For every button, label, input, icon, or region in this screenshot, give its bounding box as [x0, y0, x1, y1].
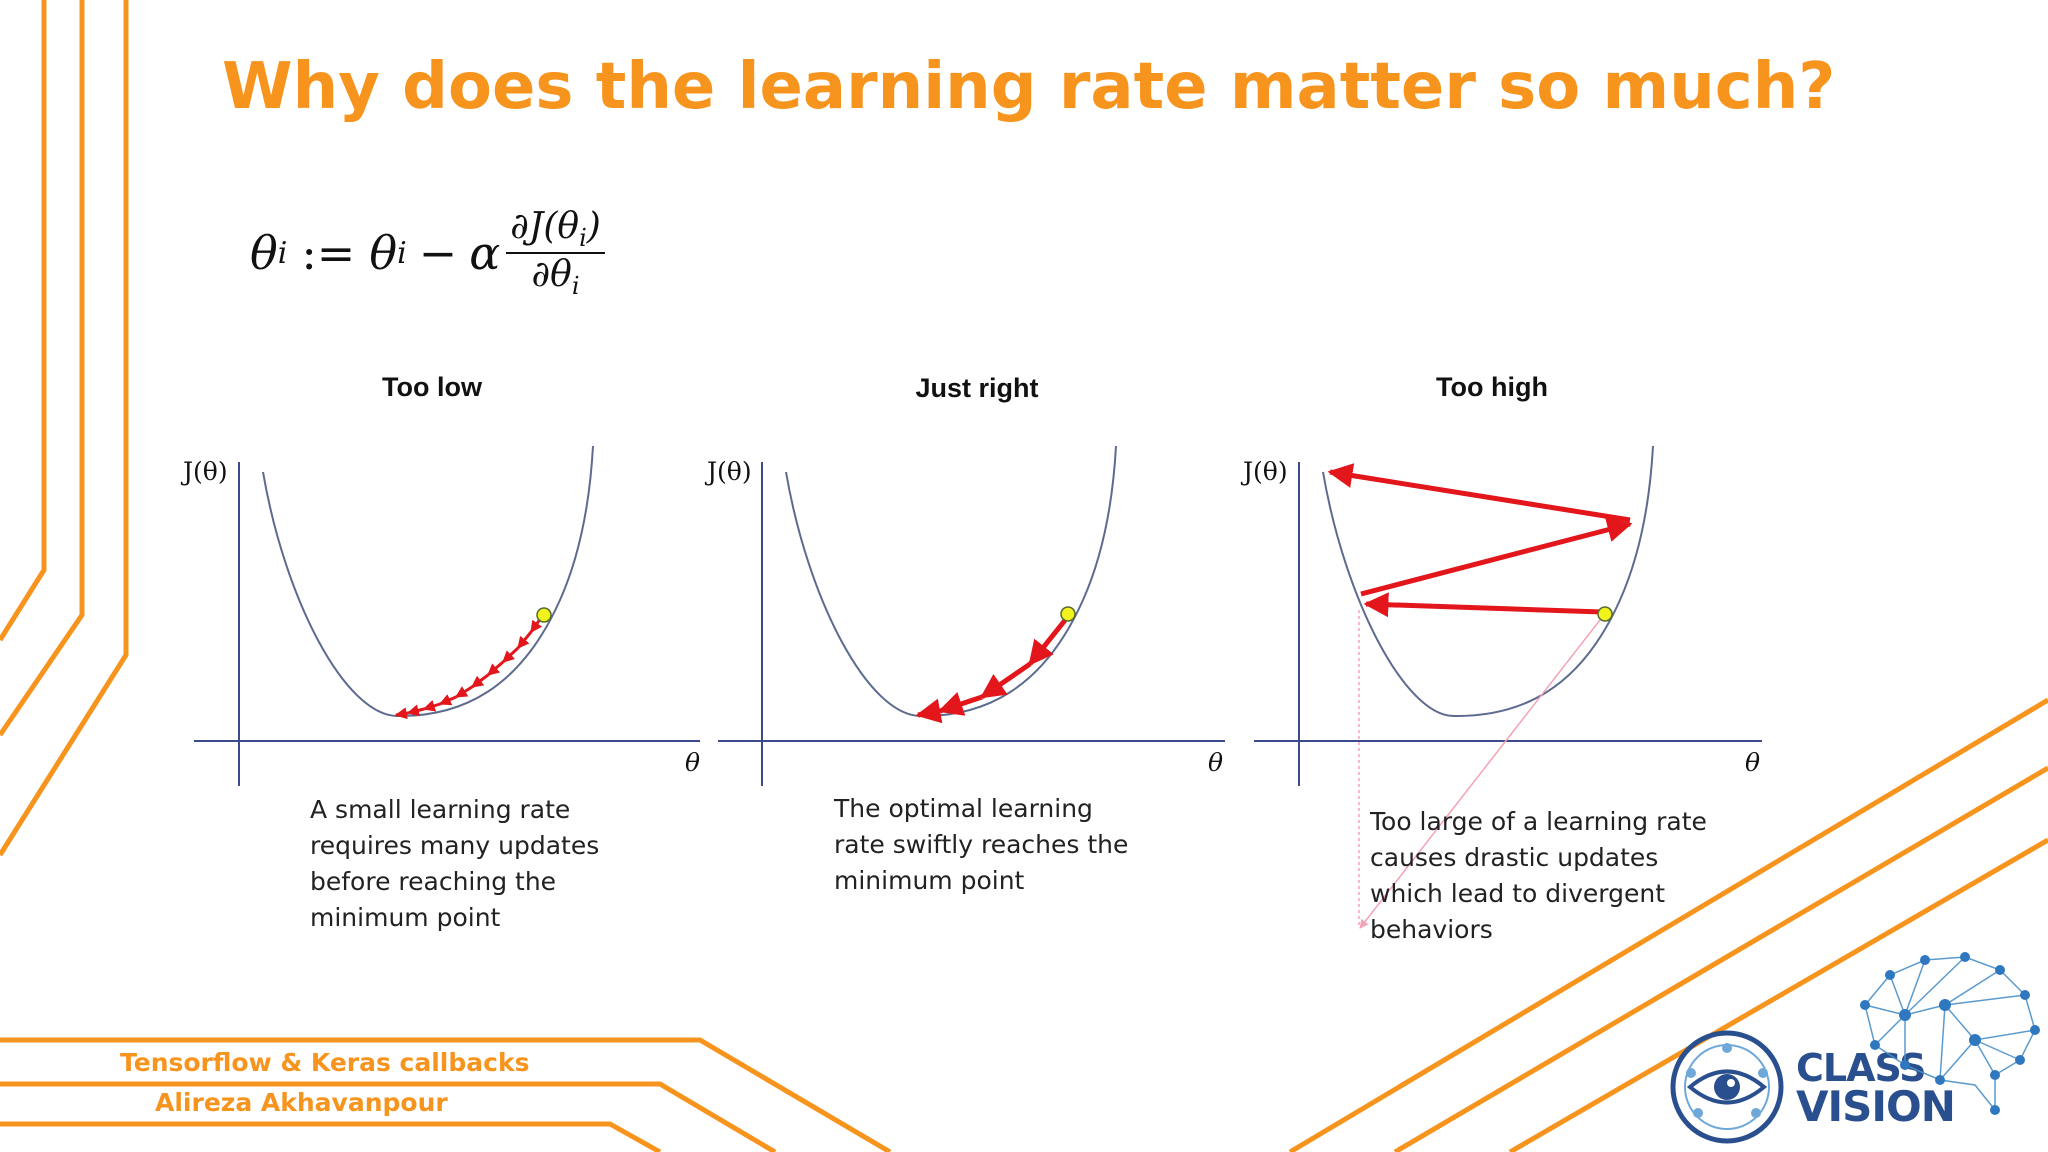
optimal-step-arrow — [915, 698, 943, 724]
graph-just-right-start-point — [1060, 606, 1076, 622]
graph-too-high — [1254, 445, 1762, 929]
caption-line: requires many updates — [310, 831, 600, 860]
formula-alpha: α — [469, 226, 501, 280]
graph-too-low-cost-curve — [262, 445, 594, 718]
graph-too-high-cost-curve — [1322, 445, 1654, 718]
divergent-step-arrow — [1327, 463, 1631, 523]
graph-too-low-step-arrows — [394, 614, 545, 720]
formula-theta-rhs: θ — [369, 226, 398, 280]
formula-fraction: ∂J(θi) ∂θi — [506, 206, 605, 300]
formula-denominator-subscript: i — [571, 272, 580, 300]
graph-too-low — [194, 445, 700, 786]
graph-too-high-pink-guides — [1358, 610, 1601, 929]
footer-line-top — [0, 1037, 892, 1152]
formula-denominator: ∂θi — [528, 254, 584, 300]
slide-title: Why does the learning rate matter so muc… — [222, 50, 1836, 124]
graph-too-high-step-arrows — [1327, 463, 1633, 618]
brain-network-icon — [1860, 952, 2040, 1115]
divergent-step-arrow — [1363, 592, 1603, 618]
pink-guide-line — [1359, 619, 1601, 929]
small-step-arrow — [394, 707, 409, 720]
panel-just-right-xlabel: θ — [1208, 748, 1224, 777]
small-step-arrow — [487, 660, 504, 677]
class-vision-eye-logo-icon — [1670, 1030, 1784, 1144]
caption-too-low: A small learning rate requires many upda… — [310, 792, 599, 936]
graph-too-high-start-point — [1597, 606, 1613, 622]
footer-author: Alireza Akhavanpour — [155, 1088, 448, 1117]
panel-too-high-xlabel: θ — [1745, 748, 1761, 777]
caption-just-right: The optimal learning rate swiftly reache… — [834, 791, 1128, 899]
left-frame-line-middle — [0, 0, 85, 737]
caption-line: behaviors — [1370, 915, 1493, 944]
formula-numerator-close: ) — [586, 206, 601, 247]
footer-line-middle — [0, 1081, 777, 1152]
caption-line: before reaching the — [310, 867, 557, 896]
optimal-step-arrow — [937, 692, 983, 716]
small-step-arrow — [438, 694, 457, 706]
formula-theta-lhs: θ — [250, 226, 278, 280]
formula-numerator: ∂J(θi) — [506, 206, 605, 254]
right-diagonal-line-2 — [1393, 765, 2048, 1152]
panel-too-low-ylabel: J(θ) — [183, 457, 228, 486]
left-frame-line-outer — [0, 0, 129, 857]
caption-line: minimum point — [310, 903, 501, 932]
formula-lhs-subscript: i — [277, 235, 288, 271]
right-diagonal-line-3 — [1508, 837, 2048, 1152]
footer-line-bottom — [0, 1121, 662, 1152]
graph-just-right-step-arrows — [915, 617, 1068, 724]
optimal-step-arrow — [979, 661, 1032, 700]
left-frame-line-inner — [0, 0, 47, 642]
panel-too-low-xlabel: θ — [685, 748, 701, 777]
small-step-arrow — [516, 631, 533, 649]
panel-title-too-high: Too high — [1436, 372, 1548, 402]
formula-numerator-subscript: i — [579, 224, 587, 252]
small-step-arrow — [501, 646, 520, 664]
panel-too-high-ylabel: J(θ) — [1243, 457, 1288, 486]
footer-course-title: Tensorflow & Keras callbacks — [120, 1048, 530, 1077]
caption-line: Too large of a learning rate — [1370, 807, 1707, 836]
caption-too-high: Too large of a learning rate causes dras… — [1370, 804, 1707, 948]
caption-line: rate swiftly reaches the — [834, 830, 1129, 859]
right-diagonal-line-1 — [1288, 697, 2048, 1152]
formula-numerator-text: ∂J(θ — [510, 206, 580, 247]
logo-text-vision: VISION — [1796, 1082, 1956, 1131]
caption-line: The optimal learning — [834, 794, 1093, 823]
formula-denominator-text: ∂θ — [531, 254, 572, 295]
graph-just-right-cost-curve — [785, 445, 1117, 718]
small-step-arrow — [454, 685, 473, 699]
panel-title-too-low: Too low — [382, 372, 482, 402]
panel-title-just-right: Just right — [915, 373, 1039, 403]
caption-line: causes drastic updates — [1370, 843, 1659, 872]
caption-line: A small learning rate — [310, 795, 571, 824]
formula-rhs-subscript: i — [397, 235, 407, 271]
formula-assign: := — [301, 226, 356, 280]
divergent-step-arrow — [1360, 517, 1633, 597]
optimal-step-arrow — [1028, 617, 1068, 666]
formula-minus: − — [418, 226, 458, 280]
caption-line: minimum point — [834, 866, 1025, 895]
graph-just-right — [718, 445, 1225, 786]
small-step-arrow — [406, 704, 425, 717]
graph-too-low-start-point — [536, 607, 552, 623]
panel-just-right-ylabel: J(θ) — [707, 457, 752, 486]
caption-line: which lead to divergent — [1370, 879, 1666, 908]
small-step-arrow — [422, 700, 441, 712]
small-step-arrow — [471, 673, 489, 689]
